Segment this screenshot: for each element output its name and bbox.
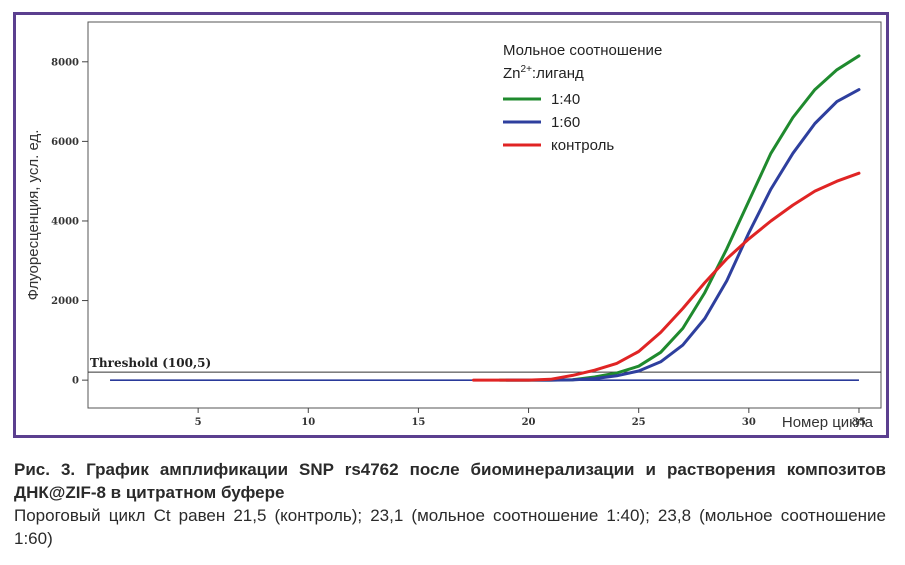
y-tick-label: 0 xyxy=(72,376,79,387)
threshold-label: Threshold (100,5) xyxy=(90,356,211,370)
legend-subtitle: Zn2+:лиганд xyxy=(503,64,584,82)
plot-area xyxy=(87,21,882,409)
amplification-chart: 0 2000 4000 6000 8000 5 10 15 20 25 30 35 Флуоресцен… xyxy=(25,21,882,431)
x-tick-label: 20 xyxy=(522,417,536,428)
caption-body: Пороговый цикл Ct равен 21,5 (контроль);… xyxy=(14,506,886,548)
legend-label: 1:40 xyxy=(551,91,580,108)
y-tick-label: 2000 xyxy=(51,296,79,307)
x-axis-label: Номер цикла xyxy=(782,414,874,431)
figure-caption: Рис. 3. График амплификации SNP rs4762 п… xyxy=(14,458,886,550)
series-line-контроль xyxy=(472,171,861,382)
y-tick-label: 6000 xyxy=(51,137,79,148)
legend-label: 1:60 xyxy=(551,114,580,131)
series-line-1:60 xyxy=(505,88,861,382)
chart-frame: 0 2000 4000 6000 8000 5 10 15 20 25 30 35 Флуоресцен… xyxy=(13,12,889,438)
x-tick-label: 25 xyxy=(632,417,646,428)
legend-label: контроль xyxy=(551,137,614,154)
x-tick-label: 5 xyxy=(195,417,202,428)
x-tick-label: 30 xyxy=(742,417,756,428)
x-tick-label: 10 xyxy=(301,417,315,428)
x-tick-label: 15 xyxy=(411,417,425,428)
x-tick-label: 35 xyxy=(852,417,866,428)
y-tick-label: 8000 xyxy=(51,57,79,68)
caption-title: Рис. 3. График амплификации SNP rs4762 п… xyxy=(14,460,886,502)
legend-title: Мольное соотношение xyxy=(503,42,662,59)
y-axis-label: Флуоресценция, усл. ед. xyxy=(25,130,42,301)
y-tick-label: 4000 xyxy=(51,216,79,227)
